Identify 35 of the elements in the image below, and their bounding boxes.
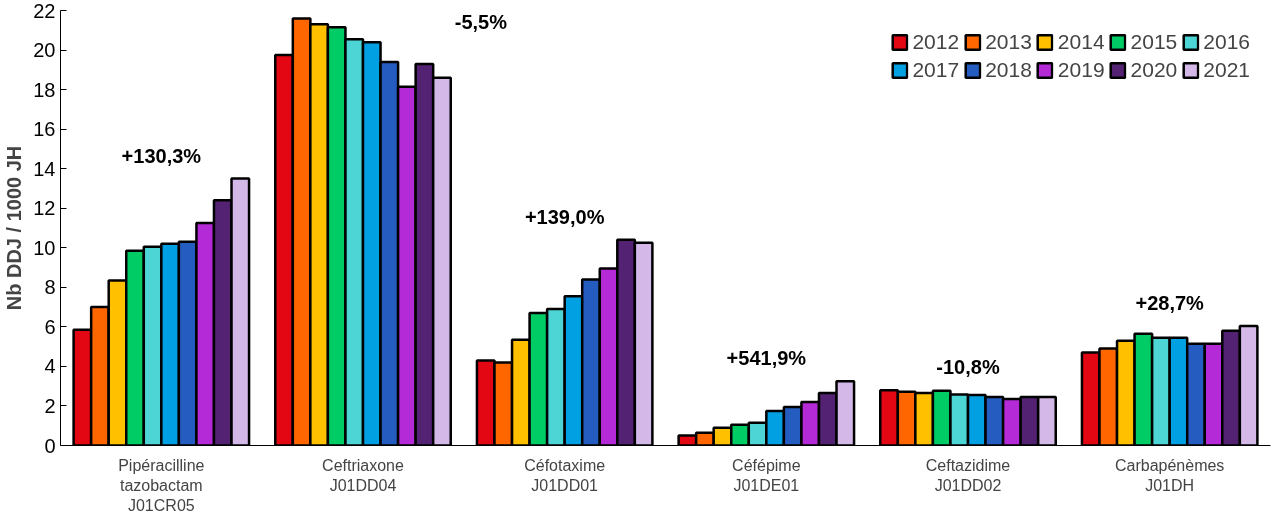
x-tick-label: Céfotaxime J01DD01 [524, 456, 606, 494]
annotation: +541,9% [726, 347, 807, 370]
x-tick-label: Ceftazidime J01DD02 [925, 456, 1011, 494]
y-tick-label: 22 [33, 0, 56, 22]
y-tick-label: 4 [44, 355, 56, 378]
legend-label: 2015 [1130, 30, 1178, 54]
legend-label: 2014 [1057, 30, 1105, 54]
y-tick-label: 10 [33, 236, 56, 259]
legend-label: 2016 [1203, 30, 1250, 54]
annotation: +130,3% [121, 144, 202, 167]
x-tick-label: Ceftriaxone J01DD04 [322, 456, 405, 494]
y-tick-label: 18 [33, 78, 56, 101]
y-axis-title: Nb DDJ / 1000 JH [3, 145, 26, 311]
y-tick-label: 2 [44, 394, 56, 417]
x-tick-label: Carbapénèmes J01DH [1114, 456, 1225, 494]
x-tick-label: Pipéracilline tazobactam J01CR05 [118, 456, 205, 515]
annotation: +28,7% [1135, 291, 1205, 314]
annotation: +139,0% [524, 205, 605, 228]
legend-label: 2017 [912, 58, 960, 82]
annotation: -5,5% [454, 10, 508, 33]
y-tick-label: 14 [33, 157, 56, 180]
legend-label: 2013 [985, 30, 1032, 54]
y-tick-label: 12 [33, 197, 56, 220]
y-tick-label: 20 [33, 39, 56, 62]
x-tick-label: Céfépime J01DE01 [732, 456, 801, 494]
annotation: -10,8% [936, 356, 1000, 379]
legend-label: 2020 [1130, 58, 1178, 82]
y-tick-label: 0 [44, 434, 56, 457]
legend-label: 2012 [912, 30, 960, 54]
legend-label: 2019 [1057, 58, 1105, 82]
legend-label: 2018 [985, 58, 1032, 82]
legend-label: 2021 [1203, 58, 1250, 82]
y-tick-label: 8 [44, 276, 56, 299]
y-tick-label: 16 [33, 118, 56, 141]
y-tick-label: 6 [44, 315, 56, 338]
